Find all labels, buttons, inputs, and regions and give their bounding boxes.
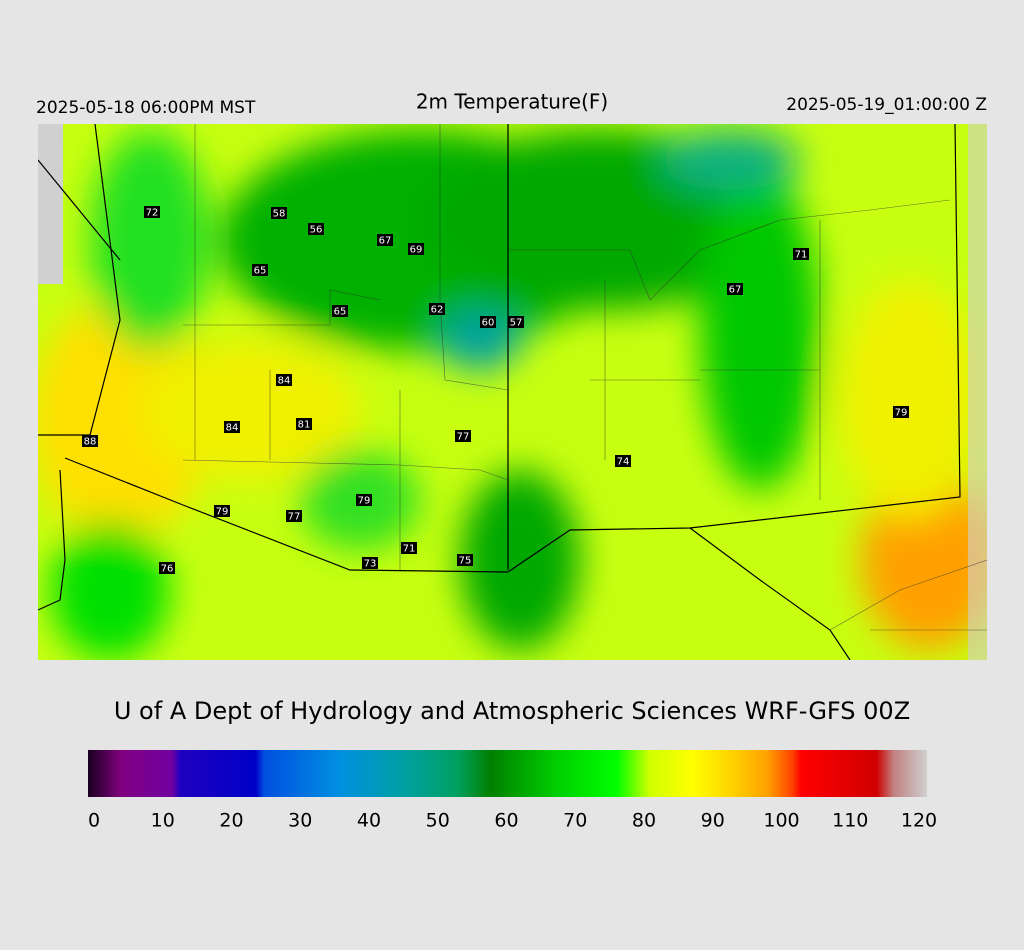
station-value: 60	[482, 318, 495, 329]
station-box	[408, 243, 424, 255]
station-box	[457, 554, 473, 566]
colorbar-tick-label: 50	[426, 810, 450, 832]
station-value: 65	[254, 266, 267, 277]
footer-credit: U of A Dept of Hydrology and Atmospheric…	[114, 697, 910, 725]
station-value: 77	[288, 512, 301, 523]
station-value: 57	[510, 318, 523, 329]
station-box	[252, 264, 268, 276]
valid-local: 2025-05-18 06:00PM MST	[36, 98, 256, 118]
station-box	[727, 283, 743, 295]
station-value: 69	[410, 245, 423, 256]
colorbar-tick-label: 40	[357, 810, 381, 832]
station-box	[144, 206, 160, 218]
temperature-field	[38, 124, 987, 660]
station-value: 81	[298, 420, 311, 431]
station-box	[356, 494, 372, 506]
colorbar-tick-label: 100	[763, 810, 799, 832]
colorbar-tick-label: 60	[494, 810, 518, 832]
station-value: 73	[364, 559, 377, 570]
station-value: 79	[895, 408, 908, 419]
station-box	[286, 510, 302, 522]
station-value: 74	[617, 457, 630, 468]
station-box	[377, 234, 393, 246]
colorbar	[88, 750, 927, 797]
station-value: 72	[146, 208, 159, 219]
colorbar-tick-label: 110	[832, 810, 868, 832]
station-box	[82, 435, 98, 447]
colorbar-tick-label: 0	[88, 810, 100, 832]
station-box	[224, 421, 240, 433]
station-box	[615, 455, 631, 467]
station-box	[429, 303, 445, 315]
station-value: 65	[334, 307, 347, 318]
station-value: 56	[310, 225, 323, 236]
station-box	[401, 542, 417, 554]
map-title: 2m Temperature(F)	[416, 90, 608, 114]
station-box	[214, 505, 230, 517]
station-value: 84	[278, 376, 291, 387]
station-box	[159, 562, 175, 574]
station-value: 71	[403, 544, 416, 555]
station-box	[793, 248, 809, 260]
station-value: 79	[358, 496, 371, 507]
station-box	[276, 374, 292, 386]
colorbar-tick-label: 10	[151, 810, 175, 832]
station-value: 76	[161, 564, 174, 575]
station-value: 58	[273, 209, 286, 220]
station-value: 71	[795, 250, 808, 261]
colorbar-tick-label: 70	[563, 810, 587, 832]
station-value: 75	[459, 556, 472, 567]
colorbar-tick-label: 80	[632, 810, 656, 832]
station-box	[362, 557, 378, 569]
valid-utc: 2025-05-19_01:00:00 Z	[786, 95, 987, 115]
station-value: 77	[457, 432, 470, 443]
station-box	[271, 207, 287, 219]
colorbar-tick-label: 120	[901, 810, 937, 832]
station-box	[480, 316, 496, 328]
station-value: 88	[84, 437, 97, 448]
station-box	[893, 406, 909, 418]
colorbar-ticks: 0 10 20 30 40 50 60 70 80 90 100 110 120	[88, 810, 937, 832]
station-box	[455, 430, 471, 442]
station-box	[296, 418, 312, 430]
station-value: 67	[729, 285, 742, 296]
station-box	[308, 223, 324, 235]
station-value: 62	[431, 305, 444, 316]
colorbar-tick-label: 90	[701, 810, 725, 832]
station-value: 67	[379, 236, 392, 247]
colorbar-tick-label: 30	[288, 810, 312, 832]
station-box	[332, 305, 348, 317]
colorbar-tick-label: 20	[219, 810, 243, 832]
station-value: 84	[226, 423, 239, 434]
station-labels: 72 58 56 67 69 65 65 62 60 57 71 67 84 84 81 88 77 79 74 79…	[82, 206, 909, 575]
station-value: 79	[216, 507, 229, 518]
station-box	[508, 316, 524, 328]
